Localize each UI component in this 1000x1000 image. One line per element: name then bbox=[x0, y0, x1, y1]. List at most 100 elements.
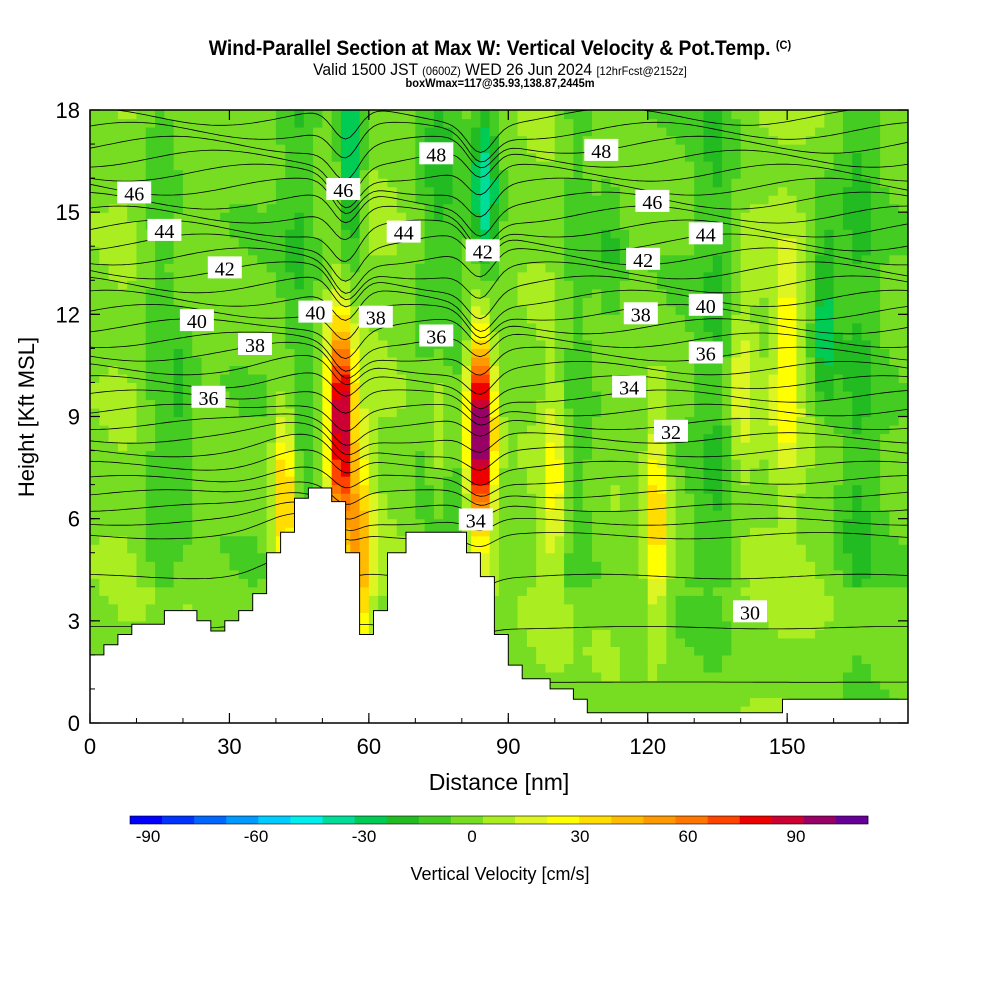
velocity-cell bbox=[201, 135, 212, 145]
velocity-cell bbox=[313, 186, 323, 196]
velocity-cell bbox=[703, 161, 714, 171]
velocity-cell bbox=[694, 518, 705, 528]
velocity-cell bbox=[201, 535, 212, 545]
velocity-cell bbox=[331, 246, 342, 256]
velocity-cell bbox=[508, 246, 519, 256]
velocity-cell bbox=[712, 169, 723, 179]
velocity-cell bbox=[164, 297, 175, 307]
velocity-cell bbox=[164, 476, 175, 486]
velocity-cell bbox=[647, 510, 658, 520]
velocity-cell bbox=[192, 144, 203, 154]
velocity-cell bbox=[192, 518, 203, 528]
velocity-cell bbox=[722, 569, 732, 579]
velocity-cell bbox=[90, 382, 100, 392]
velocity-cell bbox=[303, 254, 314, 264]
velocity-cell bbox=[471, 373, 482, 384]
velocity-cell bbox=[340, 476, 351, 486]
velocity-cell bbox=[108, 459, 119, 469]
velocity-cell bbox=[108, 527, 119, 537]
velocity-cell bbox=[712, 484, 723, 494]
velocity-cell bbox=[238, 382, 249, 392]
velocity-cell bbox=[684, 212, 695, 222]
velocity-cell bbox=[201, 612, 212, 622]
velocity-cell bbox=[694, 127, 705, 137]
velocity-cell bbox=[666, 331, 677, 341]
velocity-cell bbox=[368, 603, 379, 613]
velocity-cell bbox=[368, 425, 379, 435]
velocity-cell bbox=[406, 459, 416, 469]
velocity-cell bbox=[545, 552, 556, 562]
velocity-cell bbox=[257, 246, 268, 256]
velocity-cell bbox=[564, 620, 574, 630]
velocity-cell bbox=[601, 356, 612, 367]
velocity-cell bbox=[275, 237, 286, 247]
velocity-cell bbox=[350, 535, 361, 545]
velocity-cell bbox=[647, 493, 658, 503]
velocity-cell bbox=[499, 348, 509, 358]
velocity-cell bbox=[359, 399, 370, 409]
velocity-cell bbox=[127, 442, 138, 452]
velocity-cell bbox=[666, 459, 677, 469]
velocity-cell bbox=[350, 425, 361, 435]
velocity-cell bbox=[591, 416, 602, 426]
velocity-cell bbox=[238, 305, 249, 315]
velocity-cell bbox=[378, 365, 389, 375]
velocity-cell bbox=[145, 152, 156, 162]
velocity-cell bbox=[619, 535, 630, 545]
velocity-cell bbox=[164, 127, 175, 137]
velocity-cell bbox=[722, 578, 732, 588]
velocity-cell bbox=[192, 450, 203, 460]
velocity-cell bbox=[424, 467, 435, 477]
velocity-cell bbox=[684, 535, 695, 545]
velocity-cell bbox=[378, 195, 389, 205]
velocity-cell bbox=[573, 195, 584, 205]
velocity-cell bbox=[638, 688, 649, 699]
velocity-cell bbox=[722, 288, 732, 298]
velocity-cell bbox=[99, 561, 110, 571]
velocity-cell bbox=[90, 254, 100, 264]
velocity-cell bbox=[266, 305, 277, 315]
velocity-cell bbox=[294, 254, 305, 264]
velocity-cell bbox=[610, 680, 621, 690]
velocity-cell bbox=[712, 535, 723, 545]
velocity-cell bbox=[136, 476, 147, 486]
velocity-cell bbox=[127, 339, 138, 349]
velocity-cell bbox=[554, 552, 565, 562]
velocity-cell bbox=[461, 118, 472, 128]
velocity-cell bbox=[238, 484, 249, 494]
velocity-cell bbox=[275, 263, 286, 273]
velocity-cell bbox=[164, 186, 175, 196]
velocity-cell bbox=[117, 527, 128, 537]
velocity-cell bbox=[536, 152, 547, 162]
velocity-cell bbox=[108, 501, 119, 511]
velocity-cell bbox=[712, 493, 723, 503]
velocity-cell bbox=[164, 195, 175, 205]
velocity-cell bbox=[461, 339, 472, 349]
velocity-cell bbox=[331, 356, 342, 367]
velocity-cell bbox=[248, 399, 258, 409]
velocity-cell bbox=[647, 501, 658, 511]
velocity-cell bbox=[238, 407, 249, 418]
velocity-cell bbox=[108, 135, 119, 145]
velocity-cell bbox=[684, 578, 695, 588]
velocity-cell bbox=[303, 416, 314, 426]
velocity-cell bbox=[192, 203, 203, 213]
velocity-cell bbox=[350, 467, 361, 477]
velocity-cell bbox=[220, 603, 231, 613]
velocity-cell bbox=[554, 442, 565, 452]
velocity-cell bbox=[248, 365, 258, 375]
velocity-cell bbox=[694, 586, 705, 596]
velocity-cell bbox=[554, 586, 565, 596]
velocity-cell bbox=[601, 220, 612, 230]
velocity-cell bbox=[638, 680, 649, 690]
velocity-cell bbox=[350, 399, 361, 409]
velocity-cell bbox=[694, 178, 705, 188]
velocity-cell bbox=[182, 459, 193, 469]
velocity-cell bbox=[424, 476, 435, 486]
velocity-cell bbox=[508, 169, 519, 179]
velocity-cell bbox=[136, 416, 147, 426]
velocity-cell bbox=[480, 365, 491, 375]
velocity-cell bbox=[378, 339, 389, 349]
velocity-cell bbox=[350, 118, 361, 128]
velocity-cell bbox=[359, 425, 370, 435]
